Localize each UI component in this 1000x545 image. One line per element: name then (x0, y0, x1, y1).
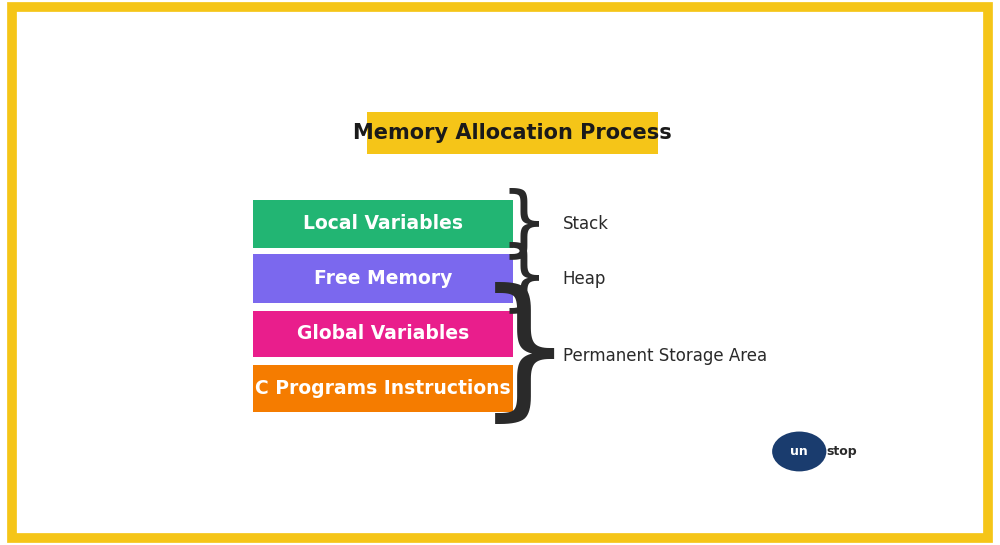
Text: Stack: Stack (563, 215, 609, 233)
Text: Free Memory: Free Memory (314, 269, 452, 288)
Text: Heap: Heap (563, 270, 606, 288)
Text: Global Variables: Global Variables (297, 324, 469, 343)
Text: }: } (500, 187, 548, 261)
Text: }: } (500, 241, 548, 316)
Ellipse shape (772, 432, 826, 471)
FancyBboxPatch shape (253, 199, 512, 248)
Text: Local Variables: Local Variables (303, 214, 463, 233)
Text: Permanent Storage Area: Permanent Storage Area (563, 347, 767, 365)
Text: Memory Allocation Process: Memory Allocation Process (353, 123, 672, 143)
Text: stop: stop (826, 445, 857, 458)
Text: un: un (790, 445, 808, 458)
Text: C Programs Instructions: C Programs Instructions (255, 379, 511, 398)
FancyBboxPatch shape (253, 254, 512, 302)
FancyBboxPatch shape (253, 311, 512, 357)
FancyBboxPatch shape (253, 366, 512, 411)
Text: }: } (476, 282, 573, 431)
FancyBboxPatch shape (367, 112, 658, 154)
